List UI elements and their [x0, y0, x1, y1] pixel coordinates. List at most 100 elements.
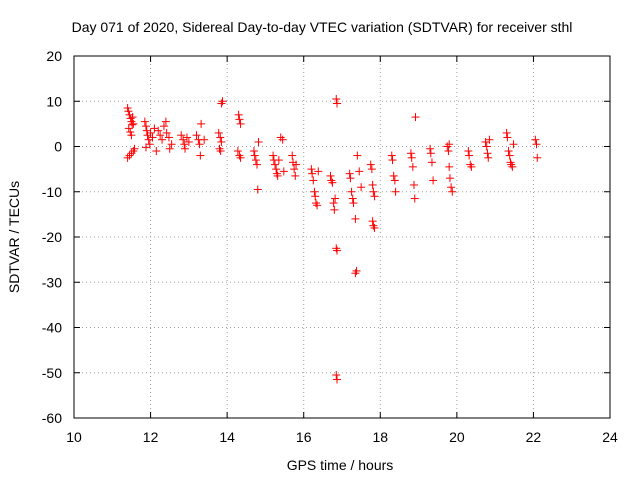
data-point [327, 176, 336, 185]
data-point [482, 142, 491, 151]
data-point [274, 156, 283, 165]
data-point [333, 375, 342, 384]
data-point [125, 151, 134, 160]
data-point [504, 147, 513, 156]
data-point [370, 223, 379, 232]
data-point [411, 113, 420, 122]
data-point [447, 183, 456, 192]
y-tick-label: 0 [54, 139, 62, 155]
data-point [123, 153, 132, 162]
data-point [290, 165, 299, 174]
data-point [291, 171, 300, 180]
data-point [156, 131, 165, 140]
chart-title: Day 071 of 2020, Sidereal Day-to-day VTE… [72, 19, 573, 35]
data-point [126, 128, 135, 137]
data-point [314, 167, 323, 176]
data-point [328, 178, 337, 187]
data-point [410, 194, 419, 203]
data-point [195, 140, 204, 149]
data-point [146, 128, 155, 137]
data-point [162, 128, 171, 137]
data-point [127, 131, 136, 140]
data-point [326, 171, 335, 180]
data-point [502, 128, 511, 137]
data-point [346, 174, 355, 183]
data-point [509, 140, 518, 149]
y-tick-label: 20 [46, 48, 62, 64]
data-point [332, 371, 341, 380]
data-point [177, 131, 186, 140]
data-point [484, 153, 493, 162]
data-point [505, 151, 514, 160]
data-point [465, 151, 474, 160]
data-point [253, 160, 262, 169]
data-point [200, 135, 209, 144]
y-tick-label: -30 [42, 274, 62, 290]
data-point [184, 137, 193, 146]
data-point [278, 135, 287, 144]
data-point [159, 122, 168, 131]
data-point [276, 133, 285, 142]
data-point [426, 149, 435, 158]
data-point [333, 99, 342, 108]
y-tick-label: -50 [42, 365, 62, 381]
data-point [355, 167, 364, 176]
data-point [129, 147, 138, 156]
grid [74, 56, 610, 418]
data-point [391, 187, 400, 196]
data-point [427, 158, 436, 167]
data-point [272, 169, 281, 178]
x-tick-label: 16 [296, 429, 312, 445]
data-point [128, 120, 137, 129]
data-point [445, 162, 454, 171]
data-point [389, 171, 398, 180]
data-point [167, 140, 176, 149]
data-point [197, 119, 206, 128]
data-point [249, 147, 258, 156]
data-point [234, 110, 243, 119]
data-point [236, 153, 245, 162]
data-point [142, 126, 151, 135]
data-point [332, 94, 341, 103]
data-point [126, 114, 135, 123]
data-point [235, 115, 244, 124]
data-point [353, 151, 362, 160]
data-point [269, 151, 278, 160]
data-point [533, 153, 542, 162]
y-tick-label: -60 [42, 410, 62, 426]
data-point [123, 104, 132, 113]
data-point [307, 165, 316, 174]
data-point [367, 165, 376, 174]
data-point [165, 144, 174, 153]
data-point [311, 199, 320, 208]
data-point [483, 149, 492, 158]
data-point [506, 158, 515, 167]
data-point [357, 183, 366, 192]
data-point [429, 176, 438, 185]
data-point [444, 147, 453, 156]
y-tick-label: -40 [42, 320, 62, 336]
data-point [347, 187, 356, 196]
data-point [448, 187, 457, 196]
y-axis-title: SDTVAR / TECUs [6, 181, 22, 293]
data-point [467, 162, 476, 171]
data-point [332, 244, 341, 253]
data-point [271, 160, 279, 169]
data-point [233, 147, 242, 156]
data-point [164, 133, 173, 142]
data-point [288, 151, 297, 160]
data-point [309, 176, 318, 185]
x-tick-label: 14 [219, 429, 235, 445]
data-point [129, 119, 138, 128]
data-point [369, 187, 378, 196]
data-point [366, 160, 375, 169]
data-point [464, 147, 473, 156]
plot-area-border [73, 55, 611, 419]
data-point [128, 113, 137, 122]
data-point [236, 119, 245, 128]
data-point [250, 151, 259, 160]
data-point [196, 151, 205, 160]
data-point [532, 140, 541, 149]
data-point [329, 199, 338, 208]
